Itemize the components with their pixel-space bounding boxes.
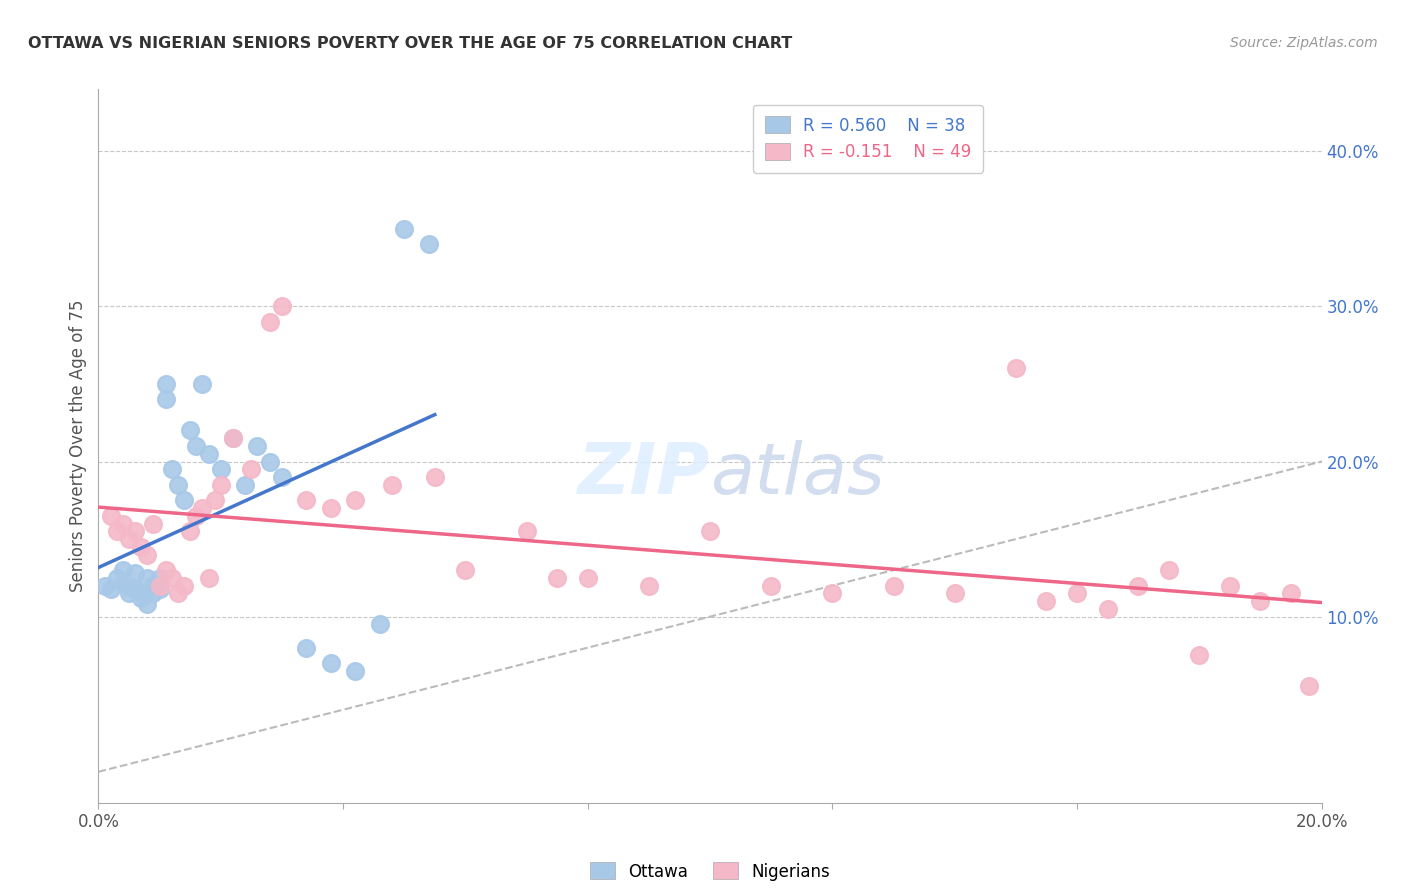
Point: [1128, 579, 1150, 593]
Point: [270, 299, 292, 313]
Point: [191, 376, 214, 391]
Point: [576, 571, 599, 585]
Point: [160, 462, 183, 476]
Point: [418, 237, 440, 252]
Point: [423, 470, 446, 484]
Point: [93, 579, 115, 593]
Point: [368, 617, 391, 632]
Point: [1188, 648, 1211, 663]
Point: [1004, 361, 1026, 376]
Text: OTTAWA VS NIGERIAN SENIORS POVERTY OVER THE AGE OF 75 CORRELATION CHART: OTTAWA VS NIGERIAN SENIORS POVERTY OVER …: [28, 36, 793, 51]
Point: [124, 582, 146, 596]
Point: [1097, 602, 1119, 616]
Y-axis label: Seniors Poverty Over the Age of 75: Seniors Poverty Over the Age of 75: [69, 300, 87, 592]
Point: [142, 579, 165, 593]
Point: [270, 470, 292, 484]
Point: [259, 454, 281, 468]
Point: [155, 392, 177, 407]
Point: [124, 566, 146, 581]
Point: [167, 477, 190, 491]
Point: [1157, 563, 1180, 577]
Point: [699, 524, 721, 539]
Point: [209, 462, 232, 476]
Point: [197, 447, 219, 461]
Point: [100, 508, 122, 523]
Point: [943, 586, 966, 600]
Point: [167, 586, 190, 600]
Point: [392, 222, 416, 236]
Point: [197, 571, 219, 585]
Point: [883, 579, 905, 593]
Text: atlas: atlas: [710, 440, 884, 509]
Point: [179, 524, 201, 539]
Point: [173, 579, 195, 593]
Point: [259, 315, 281, 329]
Point: [1298, 680, 1320, 694]
Point: [344, 664, 367, 678]
Point: [142, 516, 165, 531]
Point: [204, 493, 226, 508]
Point: [173, 493, 195, 508]
Point: [111, 563, 134, 577]
Point: [129, 540, 152, 554]
Point: [1249, 594, 1271, 608]
Text: Source: ZipAtlas.com: Source: ZipAtlas.com: [1230, 36, 1378, 50]
Point: [381, 477, 404, 491]
Point: [136, 571, 159, 585]
Point: [136, 597, 159, 611]
Point: [155, 563, 177, 577]
Point: [1066, 586, 1088, 600]
Point: [1219, 579, 1241, 593]
Point: [149, 579, 172, 593]
Point: [129, 586, 152, 600]
Point: [1279, 586, 1302, 600]
Point: [821, 586, 844, 600]
Point: [240, 462, 263, 476]
Point: [319, 501, 342, 516]
Point: [160, 571, 183, 585]
Point: [149, 571, 172, 585]
Point: [136, 548, 159, 562]
Point: [105, 571, 128, 585]
Point: [546, 571, 568, 585]
Point: [516, 524, 538, 539]
Point: [129, 591, 152, 605]
Point: [118, 579, 141, 593]
Text: ZIP: ZIP: [578, 440, 710, 509]
Point: [637, 579, 661, 593]
Point: [186, 439, 208, 453]
Point: [295, 493, 318, 508]
Point: [118, 532, 141, 546]
Point: [295, 640, 318, 655]
Point: [105, 524, 128, 539]
Point: [142, 586, 165, 600]
Point: [344, 493, 367, 508]
Point: [111, 575, 134, 590]
Point: [1035, 594, 1057, 608]
Legend: Ottawa, Nigerians: Ottawa, Nigerians: [583, 855, 837, 888]
Point: [155, 376, 177, 391]
Point: [319, 656, 342, 670]
Point: [111, 516, 134, 531]
Point: [186, 508, 208, 523]
Point: [454, 563, 477, 577]
Point: [118, 586, 141, 600]
Point: [191, 501, 214, 516]
Point: [233, 477, 256, 491]
Point: [179, 424, 201, 438]
Point: [222, 431, 245, 445]
Point: [246, 439, 269, 453]
Point: [759, 579, 782, 593]
Point: [149, 582, 172, 596]
Point: [100, 582, 122, 596]
Point: [124, 524, 146, 539]
Point: [222, 431, 245, 445]
Point: [209, 477, 232, 491]
